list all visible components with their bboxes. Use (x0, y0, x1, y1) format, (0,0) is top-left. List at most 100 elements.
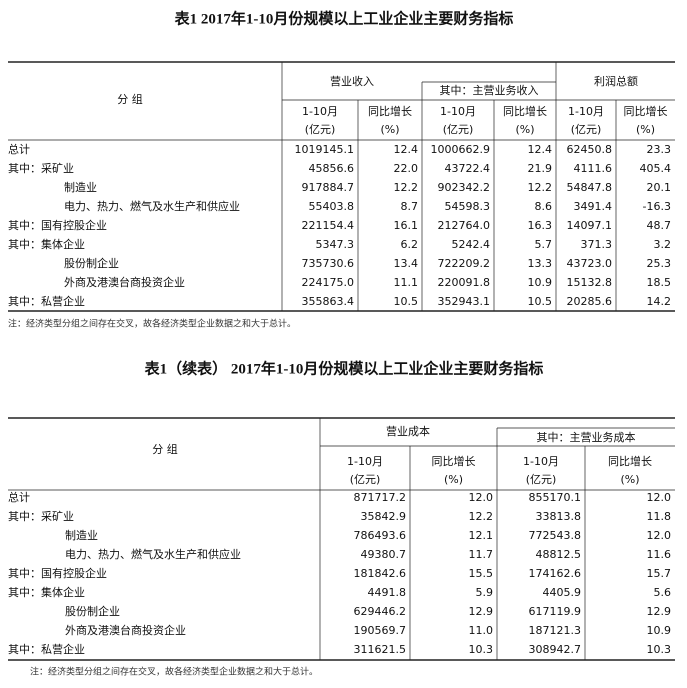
cell: 722209.2 (438, 257, 491, 270)
cell: 902342.2 (438, 181, 491, 194)
cell: 5.7 (535, 238, 553, 251)
cell: 43723.0 (567, 257, 613, 270)
row-label: 其中：私营企业 (8, 294, 85, 308)
cell: 371.3 (581, 238, 613, 251)
cell: 174162.6 (529, 567, 582, 580)
cell: 311621.5 (354, 643, 407, 656)
cell: 43722.4 (445, 162, 491, 175)
column-header: 同比增长 (503, 104, 547, 118)
cell: 735730.6 (302, 257, 355, 270)
cell: 13.4 (394, 257, 419, 270)
row-label: 制造业 (65, 528, 98, 542)
row-label: 其中：国有控股企业 (8, 218, 107, 232)
column-unit: (%) (636, 123, 655, 136)
cell: 224175.0 (302, 276, 355, 289)
column-header: 同比增长 (624, 104, 668, 118)
cell: 1019145.1 (295, 143, 355, 156)
table-1: 表1 2017年1-10月份规模以上工业企业主要财务指标 分 组 营业收入 其中… (8, 9, 675, 330)
cell: 14.2 (647, 295, 672, 308)
header-cell: 营业成本 (386, 424, 430, 438)
cell: 355863.4 (302, 295, 355, 308)
cell: 11.7 (469, 548, 494, 561)
header-cell: 分 组 (117, 92, 143, 106)
cell: 15.7 (647, 567, 672, 580)
cell: 10.5 (394, 295, 419, 308)
cell: 16.3 (528, 219, 553, 232)
note: 注：经济类型分组之间存在交叉，故各经济类型企业数据之和大于总计。 (30, 666, 318, 678)
cell: 10.5 (528, 295, 553, 308)
cell: 308942.7 (529, 643, 582, 656)
row-label: 其中：采矿业 (8, 162, 74, 175)
cell: 786493.6 (354, 529, 407, 542)
column-header: 1-10月 (568, 105, 604, 118)
header-cell: 利润总额 (594, 74, 638, 88)
column-header: 1-10月 (523, 455, 559, 468)
cell: 181842.6 (354, 567, 407, 580)
cell: 12.0 (647, 491, 672, 504)
cell: 4111.6 (574, 162, 613, 175)
cell: 5347.3 (316, 238, 355, 251)
cell: 12.2 (469, 510, 494, 523)
row-label: 外商及港澳台商投资企业 (64, 275, 185, 289)
cell: 3491.4 (574, 200, 613, 213)
cell: 212764.0 (438, 219, 491, 232)
cell: 16.1 (394, 219, 419, 232)
row-label: 其中：集体企业 (8, 585, 85, 599)
cell: 49380.7 (361, 548, 407, 561)
cell: 22.0 (394, 162, 419, 175)
cell: 617119.9 (529, 605, 582, 618)
cell: -16.3 (643, 200, 671, 213)
row-label: 制造业 (64, 180, 97, 194)
column-header: 1-10月 (347, 455, 383, 468)
cell: 5.6 (654, 586, 672, 599)
cell: 12.0 (647, 529, 672, 542)
cell: 45856.6 (309, 162, 355, 175)
column-unit: (亿元) (443, 123, 474, 136)
cell: 12.9 (469, 605, 494, 618)
column-header: 同比增长 (608, 454, 652, 468)
cell: 13.3 (528, 257, 553, 270)
cell: 10.3 (647, 643, 672, 656)
cell: 6.2 (401, 238, 419, 251)
cell: 18.5 (647, 276, 672, 289)
cell: 35842.9 (361, 510, 407, 523)
row-label: 外商及港澳台商投资企业 (65, 623, 186, 637)
column-unit: (亿元) (350, 473, 381, 486)
row-label: 其中：采矿业 (8, 510, 74, 523)
cell: 11.8 (647, 510, 672, 523)
cell: 62450.8 (567, 143, 613, 156)
cell: 352943.1 (438, 295, 491, 308)
cell: 12.1 (469, 529, 494, 542)
column-unit: (亿元) (305, 123, 336, 136)
column-header: 同比增长 (368, 104, 412, 118)
cell: 629446.2 (354, 605, 407, 618)
note: 注：经济类型分组之间存在交叉，故各经济类型企业数据之和大于总计。 (8, 318, 296, 330)
column-unit: (%) (380, 123, 399, 136)
cell: 11.6 (647, 548, 672, 561)
column-unit: (%) (515, 123, 534, 136)
cell: 12.9 (647, 605, 672, 618)
cell: 20.1 (647, 181, 672, 194)
cell: 54598.3 (445, 200, 491, 213)
column-unit: (%) (620, 473, 639, 486)
cell: 55403.8 (309, 200, 355, 213)
table-2: 表1（续表） 2017年1-10月份规模以上工业企业主要财务指标 分 组 营业成… (8, 359, 675, 678)
cell: 190569.7 (354, 624, 407, 637)
cell: 772543.8 (529, 529, 582, 542)
cell: 12.2 (394, 181, 419, 194)
cell: 11.0 (469, 624, 494, 637)
row-label: 股份制企业 (65, 604, 120, 618)
column-header: 1-10月 (440, 105, 476, 118)
cell: 10.3 (469, 643, 494, 656)
header-cell: 分 组 (152, 442, 178, 456)
cell: 3.2 (654, 238, 672, 251)
cell: 12.4 (528, 143, 553, 156)
cell: 5.9 (476, 586, 494, 599)
cell: 8.6 (535, 200, 553, 213)
cell: 8.7 (401, 200, 419, 213)
column-unit: (亿元) (571, 123, 602, 136)
row-label: 总计 (8, 490, 30, 504)
cell: 221154.4 (302, 219, 355, 232)
row-label: 其中：国有控股企业 (8, 566, 107, 580)
